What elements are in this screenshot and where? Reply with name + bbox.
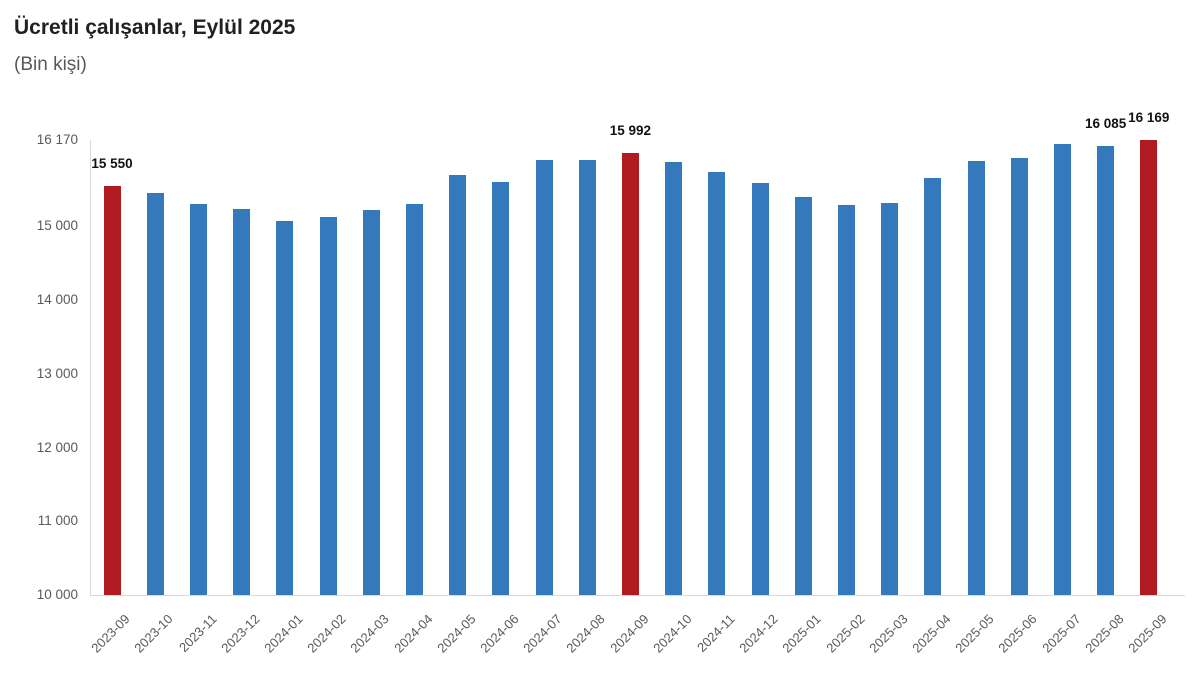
x-axis-tick-label: 2023-12 (218, 611, 263, 656)
bar-2024-04 (405, 204, 423, 595)
x-axis-tick-label: 2024-06 (477, 611, 522, 656)
y-axis-line (90, 140, 91, 595)
bar-2024-06 (492, 181, 510, 595)
bar-2024-02 (319, 217, 337, 595)
x-axis-tick-label: 2025-04 (909, 611, 954, 656)
x-axis-tick-label: 2024-05 (434, 611, 479, 656)
chart-title: Ücretli çalışanlar, Eylül 2025 (14, 16, 296, 39)
y-axis-tick-label: 14 000 (36, 292, 78, 308)
x-axis-tick-label: 2024-09 (606, 611, 652, 656)
bar-2024-11 (708, 171, 726, 595)
bar-2025-05 (967, 160, 985, 595)
x-axis-tick-label: 2025-01 (779, 611, 825, 656)
y-axis-tick-label: 11 000 (37, 513, 78, 529)
x-axis-tick-label: 2023-11 (175, 611, 220, 655)
bar-2023-09 (103, 185, 121, 595)
data-label-2023-09: 15 550 (91, 155, 133, 171)
y-axis-tick-label: 12 000 (36, 439, 78, 455)
x-axis-tick-label: 2025-07 (1038, 611, 1084, 656)
bar-2024-08 (578, 159, 596, 595)
bar-2024-03 (362, 209, 380, 595)
x-axis-tick-label: 2024-01 (261, 611, 306, 656)
x-axis-tick-label: 2024-07 (520, 611, 565, 656)
bar-2023-10 (146, 193, 164, 595)
x-axis-tick-label: 2025-08 (1082, 611, 1127, 656)
x-axis-tick-label: 2025-03 (866, 611, 911, 656)
data-label-2025-08: 16 085 (1084, 116, 1127, 132)
bar-2025-01 (794, 197, 812, 595)
bar-2024-07 (535, 159, 553, 595)
bar-2024-10 (665, 162, 683, 595)
x-axis-tick-label: 2024-12 (736, 611, 781, 656)
bar-2025-04 (924, 177, 942, 595)
x-axis-tick-label: 2023-10 (131, 611, 177, 656)
x-axis-tick-label: 2024-04 (390, 611, 436, 656)
x-axis-tick-label: 2025-06 (995, 611, 1041, 656)
y-axis-tick-label: 10 000 (36, 587, 78, 602)
bar-2025-07 (1053, 144, 1071, 595)
x-axis-line (90, 595, 1185, 596)
x-axis-tick-label: 2025-09 (1125, 611, 1170, 656)
bar-2025-06 (1010, 158, 1028, 595)
data-label-2024-09: 15 992 (609, 123, 652, 139)
bar-2025-08 (1097, 146, 1115, 595)
bar-2023-11 (189, 204, 207, 595)
x-axis-tick-label: 2025-05 (952, 611, 997, 656)
bar-2024-01 (276, 221, 294, 595)
bar-2023-12 (233, 209, 251, 595)
bar-2025-03 (881, 202, 899, 595)
x-axis-tick-label: 2024-10 (650, 611, 695, 656)
y-axis-tick-label: 13 000 (36, 365, 78, 381)
bar-2024-12 (751, 183, 769, 595)
x-axis-tick-label: 2023-09 (88, 611, 133, 656)
bar-2024-05 (449, 174, 467, 595)
y-axis-tick-label: 16 170 (36, 132, 78, 147)
x-axis-tick-label: 2024-03 (347, 611, 393, 656)
bar-2024-09 (621, 153, 639, 595)
x-axis-tick-label: 2025-02 (822, 611, 868, 656)
x-axis-tick-label: 2024-08 (563, 611, 609, 656)
x-axis-tick-label: 2024-11 (694, 611, 738, 655)
bar-2025-02 (837, 204, 855, 595)
chart-subtitle: (Bin kişi) (14, 54, 87, 75)
bar-2025-09 (1140, 140, 1158, 595)
data-label-2025-09: 16 169 (1128, 110, 1170, 126)
y-axis-tick-label: 15 000 (36, 218, 78, 234)
x-axis-tick-label: 2024-02 (304, 611, 349, 656)
